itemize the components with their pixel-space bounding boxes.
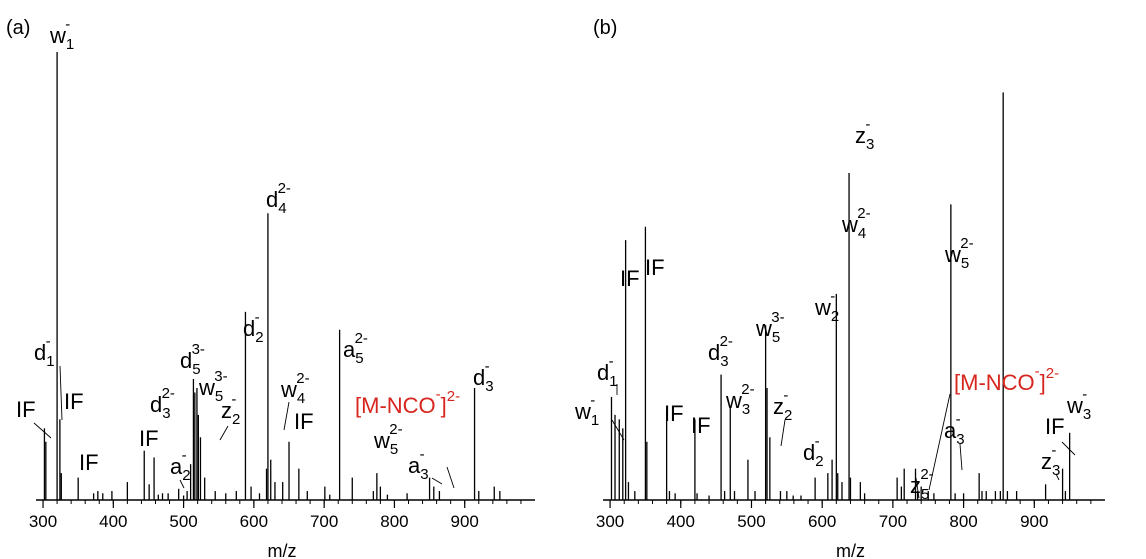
annotation-leader-line [1055, 473, 1060, 481]
annotation-leader-line [33, 422, 52, 439]
x-tick-label: 500 [737, 512, 765, 531]
peak-annotation: d42- [266, 180, 291, 217]
peak-annotation: IF [16, 397, 36, 422]
x-tick-label: 600 [240, 512, 268, 531]
peak-annotation: d2- [243, 309, 264, 346]
peak-annotation: IF [294, 409, 314, 434]
peak-annotation: a3- [944, 411, 965, 448]
peak-annotation: d1- [597, 353, 618, 390]
peak-annotation: w42- [280, 370, 310, 407]
x-tick-label: 900 [1020, 512, 1048, 531]
x-tick-label: 800 [380, 512, 408, 531]
peak-annotation: d2- [803, 433, 824, 470]
x-tick-label: 900 [451, 512, 479, 531]
peak-annotation: w2- [814, 288, 839, 325]
x-tick-label: 800 [949, 512, 977, 531]
annotation-leader-line [283, 401, 290, 431]
annotation-leader-line [179, 479, 185, 489]
panel-label: (a) [6, 17, 30, 39]
x-tick-label: 700 [310, 512, 338, 531]
x-tick-label: 700 [879, 512, 907, 531]
peak-annotation: w1- [574, 392, 599, 429]
peak-annotation: IF [1045, 414, 1065, 439]
peak-annotation: a3- [408, 446, 429, 483]
annotation-leader-line [928, 393, 951, 491]
peak-annotation: w53- [198, 368, 228, 405]
peak-annotation: d3- [473, 358, 494, 395]
peak-annotation: IF [664, 401, 684, 426]
annotation-leader-line [780, 419, 786, 447]
peak-annotation: IF [691, 413, 711, 438]
peak-annotation: z52- [910, 466, 934, 503]
peak-annotation: w52- [944, 235, 974, 272]
peak-annotation: IF [79, 450, 99, 475]
x-tick-label: 400 [99, 512, 127, 531]
panel-label: (b) [593, 17, 617, 39]
peak-annotation: w32- [725, 381, 755, 418]
x-axis-label: m/z [267, 541, 296, 559]
x-tick-label: 600 [808, 512, 836, 531]
x-tick-label: 300 [29, 512, 57, 531]
annotation-leader-line [915, 477, 920, 499]
peak-annotation: z2- [773, 387, 792, 424]
peak-annotation: w3- [1066, 386, 1091, 423]
peak-annotation: a2- [170, 447, 191, 484]
peak-annotation: a52- [343, 330, 368, 367]
peak-annotation: IF [620, 266, 640, 291]
annotation-leader-line [59, 365, 63, 421]
peak-annotation: w52- [373, 421, 403, 458]
peak-annotation: z3- [855, 116, 874, 153]
peak-annotation: d53- [180, 341, 205, 378]
annotation-leader-line [959, 443, 963, 471]
spectrum-panel-a: (a) 300 400 500 600 700 800 900 m/z w1- d1- IF IF IF I… [6, 16, 535, 559]
x-axis-label: m/z [836, 541, 865, 559]
peak-annotation: w1- [49, 16, 74, 53]
peak-annotation: IF [139, 426, 159, 451]
annotation-leader-line [431, 477, 443, 485]
x-tick-label: 300 [596, 512, 624, 531]
annotation-leader-line [611, 419, 625, 441]
peak-annotation: [M-NCO-]2- [355, 386, 460, 418]
peak-annotation: w53- [755, 309, 785, 346]
peak-annotation: [M-NCO-]2- [954, 363, 1059, 395]
x-tick-label: 500 [169, 512, 197, 531]
peak-annotation: d1- [34, 333, 55, 370]
peak-annotation: IF [645, 255, 665, 280]
peak-annotation: z3- [1041, 442, 1060, 479]
peak-annotation: IF [64, 389, 84, 414]
peak-annotation: z2- [221, 391, 240, 428]
annotation-leader-line [1061, 441, 1076, 456]
peak-annotation: d32- [150, 385, 175, 422]
peak-annotation: d32- [708, 333, 733, 370]
x-tick-label: 400 [667, 512, 695, 531]
peak-annotation: w42- [841, 205, 871, 242]
annotation-leader-line [446, 466, 455, 489]
annotation-leader-line [219, 425, 229, 441]
